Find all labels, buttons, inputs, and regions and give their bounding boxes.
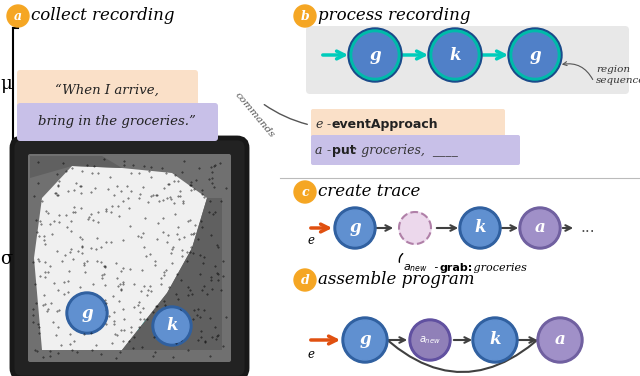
Text: d: d: [301, 273, 309, 287]
FancyBboxPatch shape: [306, 26, 629, 94]
FancyBboxPatch shape: [311, 135, 520, 165]
Circle shape: [462, 210, 498, 246]
Circle shape: [294, 269, 316, 291]
Text: create trace: create trace: [318, 183, 420, 200]
Text: $a_{new}$: $a_{new}$: [419, 334, 441, 346]
Text: -: -: [323, 118, 335, 131]
Circle shape: [472, 317, 518, 363]
Text: e: e: [307, 235, 314, 247]
Text: k: k: [166, 317, 178, 335]
Text: commands: commands: [234, 91, 276, 139]
Text: bring in the groceries.”: bring in the groceries.”: [38, 115, 196, 129]
Text: g: g: [349, 220, 361, 237]
Circle shape: [66, 292, 108, 334]
Text: k: k: [474, 220, 486, 237]
Circle shape: [433, 33, 477, 77]
Circle shape: [537, 317, 583, 363]
Circle shape: [399, 212, 431, 244]
Circle shape: [334, 207, 376, 249]
Circle shape: [294, 181, 316, 203]
Text: μ: μ: [0, 75, 12, 93]
Text: σ: σ: [0, 250, 12, 268]
Circle shape: [69, 295, 105, 331]
Text: assemble program: assemble program: [318, 271, 474, 288]
Text: -: -: [323, 144, 335, 157]
Circle shape: [513, 33, 557, 77]
Text: e: e: [307, 347, 314, 361]
Circle shape: [294, 5, 316, 27]
Circle shape: [342, 317, 388, 363]
Text: : groceries,  ____: : groceries, ____: [353, 144, 458, 157]
Circle shape: [522, 210, 558, 246]
Circle shape: [430, 30, 480, 80]
FancyBboxPatch shape: [28, 154, 231, 362]
Text: “When I arrive,: “When I arrive,: [55, 83, 159, 97]
Text: collect recording: collect recording: [31, 8, 175, 24]
Circle shape: [152, 306, 192, 346]
Circle shape: [459, 207, 501, 249]
Polygon shape: [30, 156, 122, 178]
Text: grab:: grab:: [439, 263, 472, 273]
Text: region
sequence: region sequence: [596, 65, 640, 85]
Circle shape: [350, 30, 400, 80]
Text: $a_{new}$: $a_{new}$: [403, 262, 428, 274]
Text: c: c: [301, 185, 309, 199]
Text: ...: ...: [580, 220, 595, 235]
Circle shape: [510, 30, 560, 80]
Circle shape: [7, 5, 29, 27]
Circle shape: [428, 28, 482, 82]
Text: b: b: [301, 9, 309, 23]
Text: g: g: [359, 332, 371, 349]
FancyBboxPatch shape: [311, 109, 505, 139]
Text: k: k: [489, 332, 500, 349]
Text: -: -: [431, 263, 442, 273]
Circle shape: [412, 322, 448, 358]
Text: groceries: groceries: [470, 263, 527, 273]
Circle shape: [519, 207, 561, 249]
FancyBboxPatch shape: [12, 138, 247, 376]
Text: process recording: process recording: [318, 8, 470, 24]
Circle shape: [345, 320, 385, 360]
FancyBboxPatch shape: [17, 103, 218, 141]
Text: g: g: [529, 47, 541, 64]
Text: a: a: [315, 144, 323, 157]
Text: a: a: [555, 332, 565, 349]
Polygon shape: [122, 198, 222, 350]
Circle shape: [475, 320, 515, 360]
Circle shape: [337, 210, 373, 246]
Text: eventApproach: eventApproach: [332, 118, 438, 131]
Circle shape: [353, 33, 397, 77]
Circle shape: [155, 309, 189, 343]
Circle shape: [409, 319, 451, 361]
Text: a: a: [534, 220, 545, 237]
Text: k: k: [449, 47, 461, 64]
Text: a: a: [14, 9, 22, 23]
Text: g: g: [81, 305, 93, 321]
Circle shape: [508, 28, 562, 82]
Circle shape: [540, 320, 580, 360]
Circle shape: [348, 28, 402, 82]
Text: e: e: [315, 118, 323, 131]
Polygon shape: [34, 166, 207, 350]
Text: g: g: [369, 47, 381, 64]
FancyBboxPatch shape: [17, 70, 198, 108]
Text: put: put: [332, 144, 356, 157]
